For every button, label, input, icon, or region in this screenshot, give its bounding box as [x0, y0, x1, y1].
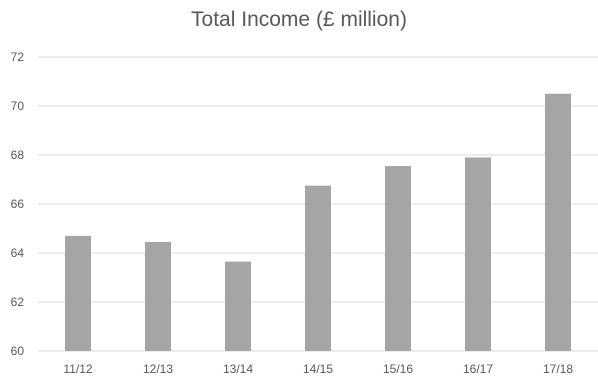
x-tick-label: 15/16: [383, 362, 413, 376]
bar: [225, 261, 251, 351]
chart-title: Total Income (£ million): [191, 8, 407, 31]
x-tick-label: 12/13: [143, 362, 173, 376]
x-tick-label: 14/15: [303, 362, 333, 376]
x-tick-label: 13/14: [223, 362, 253, 376]
bar: [305, 185, 331, 351]
y-tick-label: 64: [11, 246, 25, 260]
y-tick-label: 72: [11, 50, 25, 64]
y-tick-label: 60: [11, 344, 25, 358]
bar: [545, 93, 571, 351]
x-tick-label: 16/17: [463, 362, 493, 376]
x-axis-ticks: 11/12 12/13 13/14 14/15 15/16 16/17 17/18: [63, 362, 573, 376]
bar: [145, 241, 171, 351]
x-tick-label: 11/12: [63, 362, 92, 376]
y-tick-label: 62: [11, 295, 25, 309]
y-tick-label: 70: [11, 99, 25, 113]
bar: [65, 235, 91, 351]
y-tick-label: 68: [11, 148, 25, 162]
x-tick-label: 17/18: [543, 362, 573, 376]
bar: [465, 157, 491, 351]
y-axis-ticks: 60 62 64 66 68 70 72: [11, 50, 25, 358]
bars: [65, 93, 571, 351]
bar: [385, 166, 411, 351]
y-tick-label: 66: [11, 197, 25, 211]
